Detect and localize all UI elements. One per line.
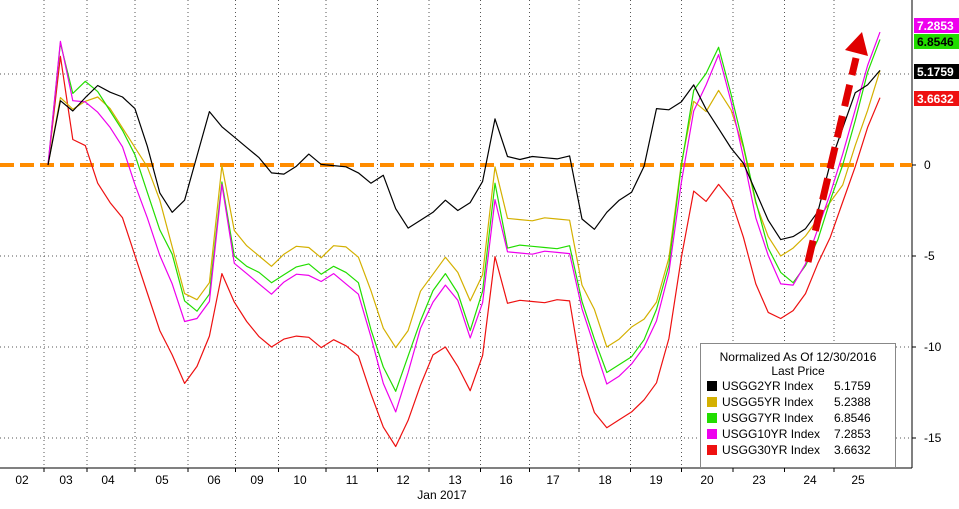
legend-swatch	[707, 413, 717, 423]
legend-last-value: 7.2853	[834, 427, 871, 441]
legend-entry: USGG10YR Index 7.2853	[707, 426, 895, 442]
series-line-usgg5yr	[47, 70, 881, 349]
y-tick-label: 0	[924, 158, 931, 172]
legend-swatch	[707, 429, 717, 439]
legend-series-name: USGG2YR Index	[722, 379, 814, 393]
x-tick-label: 06	[207, 473, 221, 487]
legend-series-name: USGG30YR Index	[722, 443, 821, 457]
series-lines	[47, 31, 881, 448]
x-tick-label: 19	[649, 473, 663, 487]
x-tick-label: 11	[346, 473, 359, 487]
x-tick-label: 10	[293, 473, 307, 487]
legend-entry: USGG5YR Index 5.2388	[707, 394, 895, 410]
y-tick-label: -10	[924, 340, 942, 354]
last-price-box	[914, 64, 959, 79]
legend-last-value: 6.8546	[834, 411, 871, 425]
legend-entries: USGG2YR Index 5.1759 USGG5YR Index 5.2388 US…	[701, 378, 895, 458]
last-price-label: 3.6632	[917, 92, 954, 106]
series-line-usgg10yr	[47, 31, 881, 413]
legend-swatch	[707, 381, 717, 391]
y-tick-labels: 0 -5 -10 -15	[912, 158, 942, 445]
x-tick-label: 09	[250, 473, 264, 487]
series-line-usgg30yr	[47, 55, 881, 448]
legend-series-name: USGG7YR Index	[722, 411, 814, 425]
x-tick-label: 13	[448, 473, 462, 487]
x-tick-label: 25	[851, 473, 865, 487]
legend-subtitle: Last Price	[771, 364, 825, 378]
trend-arrow	[804, 32, 868, 263]
legend-last-value: 5.1759	[834, 379, 871, 393]
legend-swatch	[707, 397, 717, 407]
legend-series-name: USGG10YR Index	[722, 427, 821, 441]
last-price-box	[914, 91, 959, 106]
legend-title: Normalized As Of 12/30/2016	[719, 350, 877, 364]
legend-series-name: USGG5YR Index	[722, 395, 814, 409]
y-tick-label: -15	[924, 431, 942, 445]
x-tick-label: 20	[700, 473, 714, 487]
y-tick-label: -5	[924, 249, 935, 263]
last-price-box	[914, 34, 959, 49]
x-axis-label: Jan 2017	[417, 488, 467, 502]
trend-arrow-shaft	[804, 57, 860, 263]
last-price-label: 6.8546	[917, 35, 954, 49]
legend-entry: USGG7YR Index 6.8546	[707, 410, 895, 426]
last-price-label: 5.1759	[917, 65, 954, 79]
x-tick-label: 12	[396, 473, 410, 487]
x-tick-labels: 02 03 04 05 06 09 10 11 12 13 16 17 18 19 20 23 24 25	[15, 468, 865, 487]
x-tick-label: 23	[752, 473, 766, 487]
x-tick-label: 17	[546, 473, 560, 487]
x-tick-label: 16	[499, 473, 513, 487]
x-tick-label: 02	[15, 473, 29, 487]
legend: Normalized As Of 12/30/2016 Last Price U…	[700, 343, 896, 468]
x-tick-label: 24	[803, 473, 817, 487]
last-price-box	[914, 18, 959, 33]
last-price-labels: 7.2853 6.8546 5.1759 3.6632	[914, 18, 959, 106]
trend-arrow-head	[845, 32, 868, 56]
last-price-label: 7.2853	[917, 19, 954, 33]
x-tick-label: 04	[101, 473, 115, 487]
legend-entry: USGG30YR Index 3.6632	[707, 442, 895, 458]
legend-entry: USGG2YR Index 5.1759	[707, 378, 895, 394]
series-line-usgg7yr	[47, 39, 881, 392]
series-line-usgg2yr	[47, 70, 881, 241]
x-tick-label: 18	[598, 473, 612, 487]
legend-last-value: 3.6632	[834, 443, 871, 457]
x-tick-label: 03	[59, 473, 73, 487]
legend-swatch	[707, 445, 717, 455]
legend-last-value: 5.2388	[834, 395, 871, 409]
x-tick-label: 05	[155, 473, 169, 487]
